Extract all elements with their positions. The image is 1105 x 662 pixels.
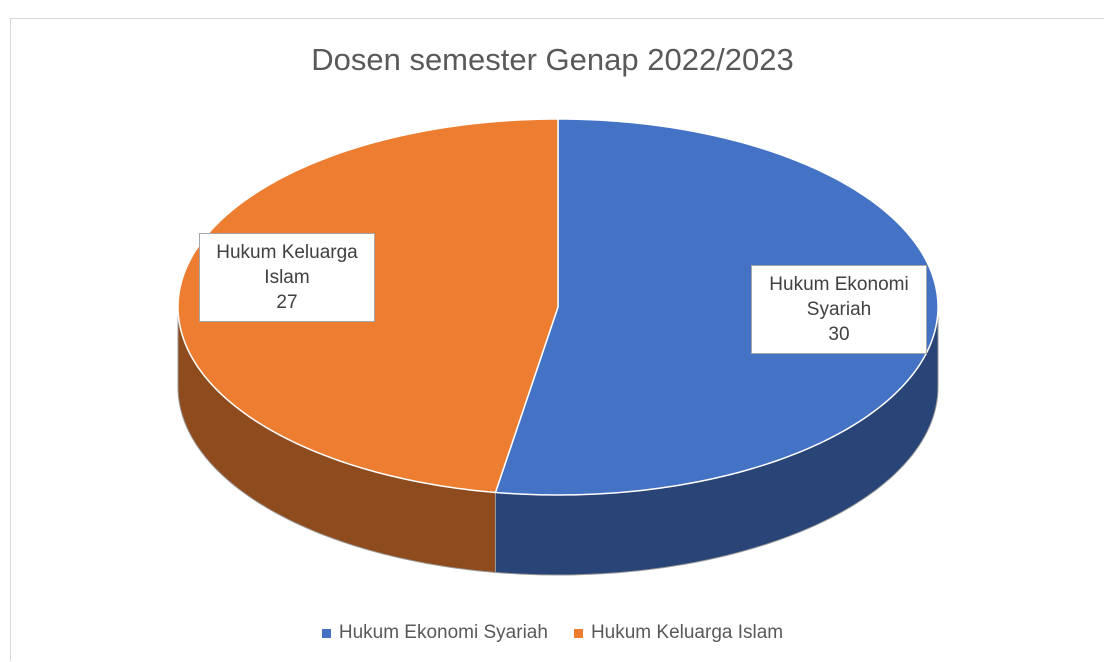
slice — [494, 118, 939, 496]
legend-item: Hukum Ekonomi Syariah — [321, 622, 548, 644]
data-label-value: 30 — [828, 324, 850, 345]
data-label: Hukum Keluarga Islam 27 — [199, 233, 375, 322]
legend-label: Hukum Keluarga Islam — [590, 622, 784, 643]
legend-swatch — [321, 628, 331, 638]
legend-label: Hukum Ekonomi Syariah — [338, 622, 548, 643]
data-label-name: Hukum Ekonomi Syariah — [769, 274, 909, 320]
legend-item: Hukum Keluarga Islam — [573, 622, 784, 644]
data-label-name: Hukum Keluarga Islam — [216, 242, 358, 288]
data-label: Hukum Ekonomi Syariah 30 — [751, 265, 927, 354]
chart-title: Dosen semester Genap 2022/2023 — [311, 42, 794, 77]
legend: Hukum Ekonomi Syariah Hukum Keluarga Isla… — [0, 622, 1105, 644]
legend-swatch — [573, 628, 583, 638]
data-label-value: 27 — [276, 292, 298, 313]
chart-frame — [10, 18, 1104, 661]
